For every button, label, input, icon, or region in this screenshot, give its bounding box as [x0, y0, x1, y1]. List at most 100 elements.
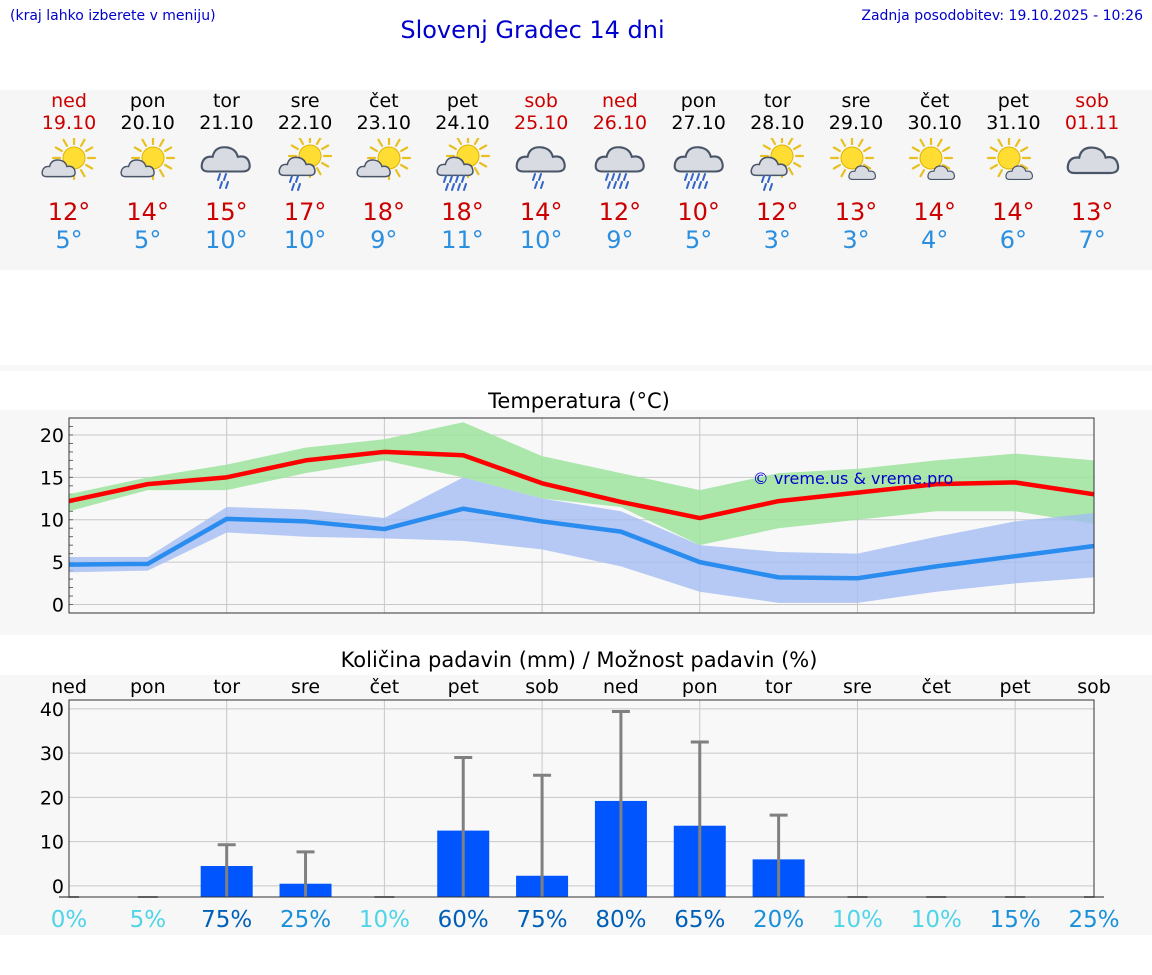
max-temp-line	[68, 449, 1095, 521]
page-title: Slovenj Gradec 14 dni	[400, 16, 665, 44]
temperature-y-tick: 15	[40, 467, 64, 489]
temperature-y-tick: 10	[40, 510, 64, 532]
precip-day-label: pet	[1000, 676, 1031, 698]
min-temp: 10°	[283, 226, 327, 254]
min-temp: 5°	[134, 226, 162, 254]
day-name: pon	[680, 90, 717, 112]
max-temp: 18°	[441, 198, 484, 226]
last-updated: Zadnja posodobitev: 19.10.2025 - 10:26	[861, 8, 1143, 24]
day-name: pon	[129, 90, 166, 112]
precip-probability: 10%	[832, 907, 883, 933]
min-temp: 9°	[370, 226, 398, 254]
min-temp: 9°	[606, 226, 634, 254]
watermark: © vreme.us & vreme.pro	[753, 469, 954, 488]
precip-y-tick: 0	[52, 876, 64, 898]
day-name: ned	[601, 90, 638, 112]
day-name: pet	[446, 90, 479, 112]
max-temp: 18°	[362, 198, 406, 226]
min-temp: 5°	[55, 226, 83, 254]
precip-probability: 75%	[201, 907, 252, 933]
max-temp: 12°	[756, 198, 799, 226]
day-date: 01.11	[1064, 112, 1120, 134]
sun-cloud-icon	[120, 135, 176, 194]
day-date: 20.10	[120, 112, 175, 134]
max-temp-band	[69, 422, 1094, 546]
day-date: 29.10	[828, 112, 884, 134]
day-name: pet	[997, 90, 1029, 112]
day-date: 28.10	[750, 112, 805, 134]
sun-cloud-rain-icon	[749, 133, 805, 194]
precip-probability: 10%	[359, 907, 410, 933]
precip-day-label: tor	[765, 676, 792, 698]
precip-y-tick: 10	[40, 832, 64, 854]
precip-probability: 10%	[911, 907, 962, 933]
temperature-y-tick: 20	[40, 425, 64, 447]
min-temp: 11°	[441, 226, 484, 254]
precip-day-label: pet	[448, 676, 479, 698]
precip-y-tick: 40	[40, 699, 64, 721]
max-temp: 13°	[1070, 198, 1114, 226]
sun-cloud-heavy-rain-icon	[435, 133, 491, 194]
precip-probability: 5%	[130, 907, 167, 933]
sun-small-cloud-icon	[985, 135, 1041, 194]
precip-day-label: sre	[843, 676, 872, 698]
day-date: 21.10	[199, 112, 254, 134]
min-temp-line	[68, 506, 1095, 581]
sun-cloud-icon	[356, 135, 412, 194]
min-temp: 4°	[921, 226, 949, 254]
cloud-icon	[1064, 138, 1120, 194]
precip-day-label: ned	[603, 676, 639, 698]
cloud-heavy-rain-icon	[671, 138, 727, 194]
max-temp: 12°	[598, 198, 642, 226]
precip-day-label: čet	[370, 676, 400, 698]
sun-cloud-icon	[41, 135, 97, 194]
cloud-rain-icon	[513, 138, 569, 194]
precip-probability: 25%	[280, 907, 331, 933]
day-date: 24.10	[435, 112, 490, 134]
min-temp: 7°	[1078, 226, 1106, 254]
day-name: ned	[51, 90, 87, 112]
precip-day-label: ned	[51, 676, 87, 698]
min-temp: 10°	[205, 226, 248, 254]
day-name: sob	[524, 90, 558, 112]
precip-probability: 80%	[595, 907, 646, 933]
precip-day-label: pon	[130, 676, 166, 698]
day-date: 23.10	[356, 112, 411, 134]
day-date: 30.10	[907, 112, 962, 134]
max-temp: 14°	[519, 198, 563, 226]
daily-forecast-strip: ned 19.10 12° 5° pon 20.10 14° 5° tor 21.1…	[0, 90, 1152, 270]
day-date: 19.10	[41, 112, 97, 134]
day-name: čet	[919, 90, 950, 112]
min-temp: 6°	[999, 226, 1028, 254]
precip-probability: 60%	[438, 907, 489, 933]
day-name: tor	[212, 90, 240, 112]
location-hint: (kraj lahko izberete v meniju)	[10, 8, 216, 24]
max-temp: 14°	[126, 198, 169, 226]
separator	[0, 365, 1152, 371]
max-temp: 13°	[834, 198, 878, 226]
min-temp: 3°	[842, 226, 870, 254]
precip-probability: 25%	[1068, 907, 1119, 933]
max-temp: 12°	[47, 198, 91, 226]
max-temp: 17°	[283, 198, 327, 226]
day-date: 31.10	[986, 112, 1041, 134]
sun-cloud-rain-icon	[277, 133, 333, 194]
precip-y-tick: 30	[40, 743, 64, 765]
precipitation-chart-title: Količina padavin (mm) / Možnost padavin …	[341, 648, 818, 672]
precip-probability: 20%	[753, 907, 804, 933]
temperature-plot-frame	[68, 417, 1095, 614]
sun-small-cloud-icon	[907, 135, 963, 194]
charts: Temperatura (°C) 0 5 10 15 20 © vreme.us & vre…	[40, 389, 1120, 933]
temperature-y-tick: 5	[52, 552, 64, 574]
precip-probability: 65%	[674, 907, 725, 933]
precip-day-label: sob	[1077, 676, 1111, 698]
precip-day-label: tor	[213, 676, 240, 698]
precip-day-label: pon	[682, 676, 718, 698]
precip-day-label: sob	[525, 676, 559, 698]
day-date: 26.10	[592, 112, 648, 134]
precip-probability: 0%	[51, 907, 88, 933]
cloud-rain-icon	[198, 138, 254, 194]
precip-y-tick: 20	[40, 787, 64, 809]
max-temp: 10°	[677, 198, 720, 226]
precip-probability: 15%	[990, 907, 1041, 933]
